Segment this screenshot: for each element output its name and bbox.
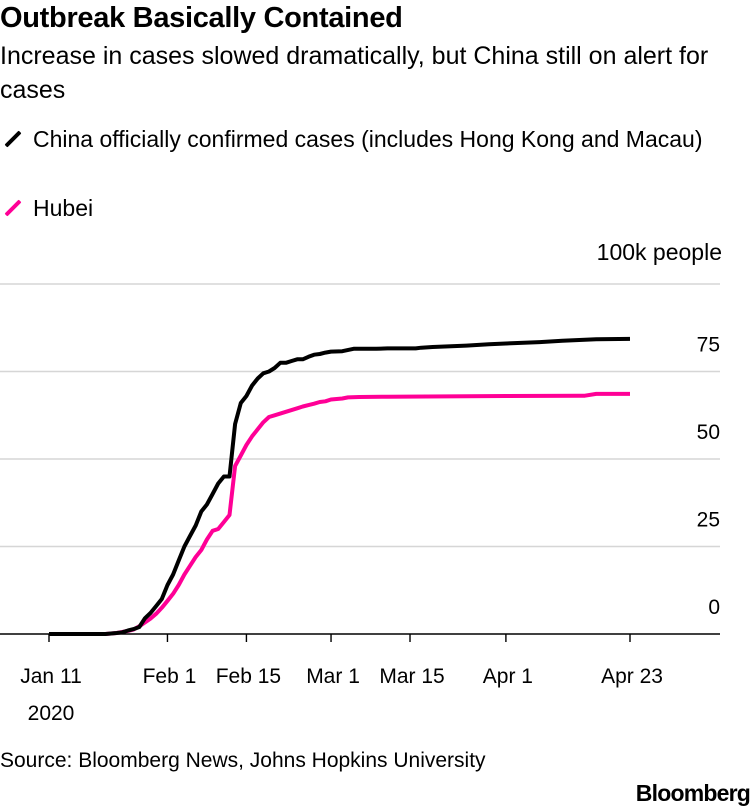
y-tick-label-75: 75 [697, 334, 720, 357]
x-tick-label-0: Jan 11 [20, 665, 82, 688]
x-tick-label-5: Apr 1 [483, 665, 533, 688]
series-line-hubei [49, 391, 630, 636]
source-note: Source: Bloomberg News, Johns Hopkins Un… [0, 749, 486, 772]
x-tick-label-1: Feb 1 [143, 665, 197, 688]
y-tick-label-25: 25 [697, 509, 720, 532]
chart-subtitle: Increase in cases slowed dramatically, b… [0, 42, 709, 104]
y-axis-unit-label: 100k people [596, 239, 722, 265]
x-tick-label-2: Feb 15 [216, 665, 281, 688]
y-tick-label-50: 50 [697, 421, 720, 444]
y-tick-label-0: 0 [708, 596, 720, 619]
legend-item-china: China officially confirmed cases (includ… [0, 124, 720, 155]
line-chart: 0 25 50 75 Jan 11 Feb 1 Feb 15 Mar 1 Mar 15 Apr 1… [0, 283, 720, 725]
bloomberg-logo: Bloomberg [635, 780, 750, 806]
series-line-china [49, 336, 631, 636]
legend-label-china: China officially confirmed cases (includ… [33, 126, 703, 152]
x-tick-label-4: Mar 15 [379, 665, 444, 688]
legend-item-hubei: Hubei [0, 193, 720, 224]
chart-title: Outbreak Basically Contained [0, 2, 403, 34]
x-year-label: 2020 [28, 702, 75, 725]
legend-label-hubei: Hubei [33, 195, 94, 221]
x-tick-label-6: Apr 23 [601, 665, 663, 688]
x-tick-label-3: Mar 1 [306, 665, 360, 688]
